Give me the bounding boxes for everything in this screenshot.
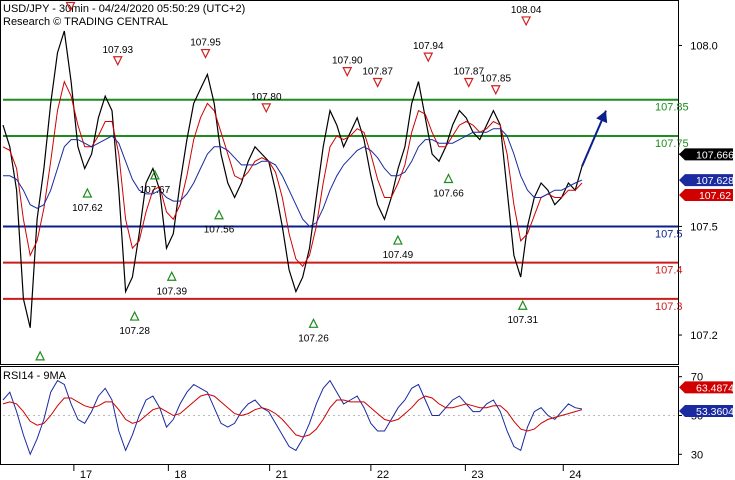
level-lines: 107.85 107.75 107.5 107.4 107.3 [3,98,689,313]
rsi-tick-label-0: 70 [691,372,703,384]
peak-marker-2 [200,48,211,59]
trough-label-5: 107.56 [204,225,235,236]
price-series-group [2,30,583,328]
rsi-badge-bg-0 [679,381,733,394]
rsi-badge-label-0: 63.4874 [696,382,734,394]
trough-marker-1 [82,187,93,198]
price-badge-bg-1 [679,174,733,187]
peak-label-1: 107.93 [102,45,133,56]
peak-marker-1 [112,56,123,67]
peak-label-4: 107.90 [332,56,363,67]
peak-label-6: 107.94 [413,41,444,52]
price-badge-bg-2 [679,189,733,201]
level-label-1: 107.75 [655,138,689,150]
rsi-series-group [2,379,678,456]
peak-marker-6 [423,52,434,63]
rsi-panel-title: RSI14 - 9MA [3,370,67,382]
trough-marker-9 [517,299,528,310]
chart-header-line1: USD/JPY - 30min - 04/24/2020 05:50:29 (U… [3,3,245,15]
peak-marker-4 [342,67,353,77]
series-line-2 [3,128,583,228]
x-tick-label-5: 24 [569,469,581,480]
forecast-arrow-group [581,110,608,167]
peak-marker-7 [463,77,474,88]
level-label-3: 107.4 [655,265,683,277]
trough-marker-5 [214,209,224,220]
peak-marker-3 [261,103,272,114]
rsi-tick-label-2: 30 [691,449,703,461]
price-badge-label-1: 107.628 [696,175,734,187]
peak-marker-0 [65,1,76,12]
trough-label-2: 107.28 [119,326,150,337]
y-tick-label-2: 107.5 [690,221,718,233]
level-label-0: 107.85 [655,102,689,114]
trough-marker-4 [166,270,177,281]
peak-label-3: 107.80 [251,92,282,103]
trough-label-8: 107.66 [433,189,464,200]
peak-marker-5 [372,77,383,88]
series-line-0 [2,30,583,328]
level-label-2: 107.5 [655,228,683,240]
price-badge-label-0: 107.666 [696,149,734,161]
trough-marker-6 [308,317,319,328]
rsi-badge-label-1: 53.3604 [696,406,734,418]
rsi-line-1 [2,393,583,438]
price-badge-bg-0 [679,148,733,161]
price-badges: 107.666 107.628 107.62 [679,148,734,202]
level-label-4: 107.3 [655,301,683,313]
peak-trough-markers: 108.08107.93107.95107.80107.90107.87107.… [35,0,542,361]
rsi-line-0 [2,379,583,456]
trough-marker-3 [149,169,160,180]
peak-label-9: 108.04 [511,5,542,16]
trough-label-4: 107.39 [156,286,187,297]
x-tick-label-2: 21 [276,469,288,480]
y-tick-label-0: 108.0 [690,40,718,52]
price-badge-label-2: 107.62 [699,190,731,202]
y-tick-label-3: 107.2 [690,330,718,342]
x-tick-label-1: 18 [174,469,186,480]
x-tick-label-0: 17 [80,469,92,480]
time-x-axis: 17 18 21 22 23 24 [73,465,582,480]
trough-label-9: 107.31 [507,315,538,326]
trough-label-7: 107.49 [383,250,414,261]
peak-label-8: 107.85 [480,74,511,85]
x-tick-label-4: 23 [471,469,483,480]
trough-marker-0 [35,350,46,361]
rsi-badge-bg-1 [679,404,733,417]
forecast-arrow-head [596,110,608,124]
peak-label-7: 107.87 [453,67,484,78]
peak-label-2: 107.95 [190,38,221,49]
series-line-1 [2,80,583,268]
x-tick-label-3: 22 [377,469,389,480]
peak-marker-9 [521,16,532,27]
trough-label-1: 107.62 [72,203,103,214]
trough-marker-8 [443,173,454,184]
peak-label-5: 107.87 [362,67,393,78]
peak-label-0: 108.08 [55,0,86,1]
trough-marker-2 [129,310,140,321]
peak-marker-8 [490,85,501,96]
price-plot-frame [0,0,679,365]
trough-label-3: 107.67 [140,185,171,196]
trough-label-6: 107.26 [298,333,329,344]
trough-marker-7 [392,234,403,245]
chart-header-line2: Research © TRADING CENTRAL [3,16,168,28]
